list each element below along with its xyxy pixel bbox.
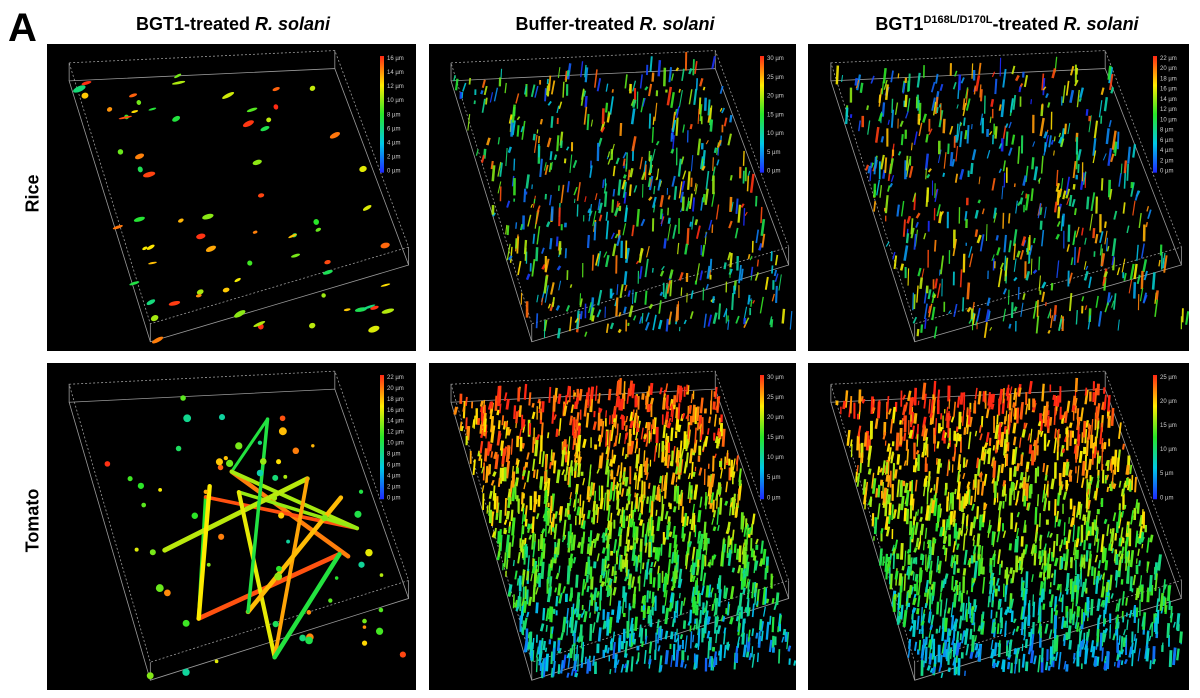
figure-label: A xyxy=(8,6,37,50)
scale-tick-label: 2 µm xyxy=(387,155,400,161)
scale-tick-label: 2 µm xyxy=(1160,158,1173,164)
scale-tick-label: 25 µm xyxy=(767,395,784,401)
scale-tick-label: 10 µm xyxy=(387,98,404,104)
scale-tick-label: 18 µm xyxy=(1160,76,1177,82)
scale-tick-label: 0 µm xyxy=(767,495,780,501)
hyphae-surface xyxy=(835,377,1183,679)
reconstruction-graphic: 16 µm 14 µm 12 µm 10 µm 8 µm 6 µm 4 µm 2 µm 0 µm xyxy=(68,50,410,344)
scale-tick-label: 15 µm xyxy=(1160,423,1177,429)
scale-tick-label: 16 µm xyxy=(1160,87,1177,93)
column-title-mutant: BGT1D168L/D170L-treated R. solani xyxy=(875,14,1139,34)
scale-tick-label: 8 µm xyxy=(1160,128,1173,134)
scale-tick-label: 30 µm xyxy=(767,56,784,62)
scale-tick-label: 0 µm xyxy=(387,495,400,501)
scale-tick-label: 0 µm xyxy=(1160,169,1173,175)
color-scale-bar xyxy=(1153,56,1157,173)
scale-tick-label: 25 µm xyxy=(1160,375,1177,381)
bounding-box xyxy=(450,50,790,343)
scale-tick-label: 16 µm xyxy=(387,408,404,414)
scale-tick-label: 10 µm xyxy=(387,441,404,447)
hyphae-surface xyxy=(104,395,406,680)
scale-tick-label: 15 µm xyxy=(767,112,784,118)
microscopy-panel-tomato-mutant: 25 µm 20 µm 15 µm 10 µm 5 µm 0 µm xyxy=(808,363,1189,690)
scale-tick-label: 15 µm xyxy=(767,435,784,441)
color-scale-bar xyxy=(380,56,384,173)
scale-tick-label: 10 µm xyxy=(767,455,784,461)
scale-tick-label: 12 µm xyxy=(387,430,404,436)
scale-tick-label: 14 µm xyxy=(1160,97,1177,103)
scale-tick-label: 14 µm xyxy=(387,419,404,425)
scale-tick-label: 14 µm xyxy=(387,70,404,76)
reconstruction-graphic: 22 µm 20 µm 18 µm 16 µm 14 µm 12 µm 10 µm 8 µm 6… xyxy=(68,370,410,681)
scale-tick-label: 4 µm xyxy=(1160,148,1173,154)
color-scale-bar xyxy=(760,375,764,500)
bounding-box xyxy=(68,50,410,343)
scale-tick-label: 12 µm xyxy=(387,84,404,90)
scale-tick-label: 22 µm xyxy=(387,375,404,381)
color-scale-bar xyxy=(1153,375,1157,500)
hyphae-surface xyxy=(73,73,395,344)
scale-tick-label: 0 µm xyxy=(387,169,400,175)
scale-tick-label: 30 µm xyxy=(767,375,784,381)
scale-tick-label: 4 µm xyxy=(387,140,400,146)
scale-tick-label: 0 µm xyxy=(767,169,780,175)
scale-tick-label: 16 µm xyxy=(387,56,404,62)
row-label-rice: Rice xyxy=(22,174,43,213)
scale-tick-label: 6 µm xyxy=(387,462,400,468)
column-title-bgt1: BGT1-treated R. solani xyxy=(135,14,331,34)
reconstruction-graphic: 30 µm 25 µm 20 µm 15 µm 10 µm 5 µm 0 µm xyxy=(450,370,796,681)
microscopy-panel-rice-bgt1: 16 µm 14 µm 12 µm 10 µm 8 µm 6 µm 4 µm 2 µm 0 µm xyxy=(47,44,416,351)
scale-tick-label: 20 µm xyxy=(1160,66,1177,72)
hyphae-surface xyxy=(453,378,796,679)
scale-tick-label: 20 µm xyxy=(767,415,784,421)
bounding-box xyxy=(450,370,790,681)
scale-tick-label: 2 µm xyxy=(387,484,400,490)
row-label-tomato: Tomato xyxy=(22,488,43,553)
scale-tick-label: 10 µm xyxy=(1160,117,1177,123)
scale-tick-label: 4 µm xyxy=(387,473,400,479)
color-scale-bar xyxy=(380,375,384,500)
column-title-buffer: Buffer-treated R. solani xyxy=(515,14,715,34)
hyphae-surface xyxy=(453,52,793,339)
bounding-box xyxy=(68,370,410,681)
microscopy-panel-tomato-bgt1: 22 µm 20 µm 18 µm 16 µm 14 µm 12 µm 10 µm 8 µm 6… xyxy=(47,363,416,690)
reconstruction-graphic: 30 µm 25 µm 20 µm 15 µm 10 µm 5 µm 0 µm xyxy=(450,50,793,343)
reconstruction-graphic: 25 µm 20 µm 15 µm 10 µm 5 µm 0 µm xyxy=(830,370,1183,681)
hyphae-surface xyxy=(835,56,1189,339)
color-scale-bar xyxy=(760,56,764,173)
scale-tick-label: 20 µm xyxy=(767,94,784,100)
scale-tick-label: 6 µm xyxy=(1160,138,1173,144)
scale-tick-label: 5 µm xyxy=(767,475,780,481)
microscopy-panel-tomato-buffer: 30 µm 25 µm 20 µm 15 µm 10 µm 5 µm 0 µm xyxy=(429,363,796,690)
scale-tick-label: 5 µm xyxy=(767,150,780,156)
scale-tick-label: 12 µm xyxy=(1160,107,1177,113)
scale-tick-label: 25 µm xyxy=(767,75,784,81)
scale-tick-label: 18 µm xyxy=(387,397,404,403)
scale-tick-label: 20 µm xyxy=(1160,399,1177,405)
scale-tick-label: 6 µm xyxy=(387,126,400,132)
scale-tick-label: 10 µm xyxy=(1160,447,1177,453)
reconstruction-graphic: 22 µm 20 µm 18 µm 16 µm 14 µm 12 µm 10 µm 8 µm 6… xyxy=(830,50,1189,343)
microscopy-panel-rice-mutant: 22 µm 20 µm 18 µm 16 µm 14 µm 12 µm 10 µm 8 µm 6… xyxy=(808,44,1189,351)
scale-tick-label: 10 µm xyxy=(767,131,784,137)
microscopy-panel-rice-buffer: 30 µm 25 µm 20 µm 15 µm 10 µm 5 µm 0 µm xyxy=(429,44,796,351)
scale-tick-label: 20 µm xyxy=(387,386,404,392)
scale-tick-label: 5 µm xyxy=(1160,471,1173,477)
scale-tick-label: 0 µm xyxy=(1160,495,1173,501)
scale-tick-label: 22 µm xyxy=(1160,56,1177,62)
bounding-box xyxy=(830,50,1182,343)
scale-tick-label: 8 µm xyxy=(387,112,400,118)
scale-tick-label: 8 µm xyxy=(387,452,400,458)
